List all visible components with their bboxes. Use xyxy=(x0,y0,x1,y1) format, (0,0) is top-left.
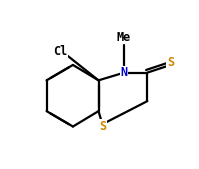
Text: Me: Me xyxy=(117,31,131,44)
Text: Cl: Cl xyxy=(53,45,68,58)
Text: S: S xyxy=(99,120,106,133)
Text: S: S xyxy=(167,56,174,69)
Text: N: N xyxy=(121,66,128,79)
